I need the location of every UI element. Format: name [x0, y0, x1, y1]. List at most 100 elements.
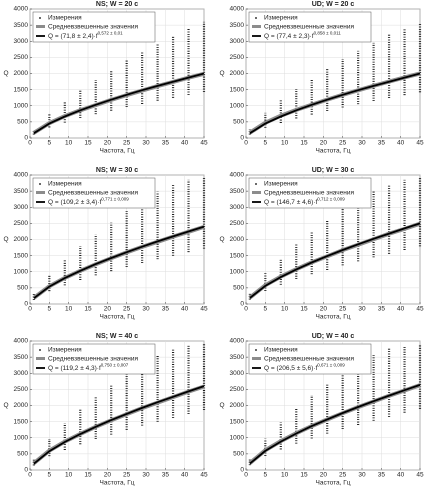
- chart-title: UD; W = 40 c: [312, 333, 355, 340]
- fit-line: [249, 222, 421, 299]
- x-tick-label: 25: [123, 140, 131, 147]
- legend-label-exponent: 0,771 ± 0,009: [101, 197, 129, 202]
- x-tick-label: 15: [300, 472, 308, 479]
- y-axis-label: Q: [219, 236, 224, 243]
- legend-box: [32, 177, 156, 209]
- legend-label: Измерения: [264, 181, 298, 188]
- x-tick-label: 40: [397, 140, 405, 147]
- y-tick-label: 2500: [14, 54, 29, 61]
- panel: 0 5 10 15 20 25 30 35 40 45 0 500 1000 1500 2000 2500 30…: [3, 333, 208, 487]
- x-tick-label: 15: [84, 472, 92, 479]
- x-tick-label: 45: [200, 140, 208, 147]
- x-tick-label: 10: [281, 140, 289, 147]
- y-tick-label: 3500: [14, 188, 29, 195]
- legend-marker: [252, 357, 261, 360]
- fit-line: [33, 225, 205, 299]
- x-tick-label: 0: [244, 140, 248, 147]
- x-tick-label: 35: [162, 140, 170, 147]
- x-tick-label: 30: [358, 140, 366, 147]
- x-tick-label: 35: [162, 306, 170, 313]
- legend-label-exponent: 0,671 ± 0,009: [317, 363, 345, 368]
- legend-label: Q = (71,8 ± 2,4)·f0,572 ± 0,01: [48, 31, 123, 40]
- y-axis-label: Q: [219, 402, 224, 409]
- y-axis-label: Q: [219, 70, 224, 77]
- y-tick-label: 2000: [14, 236, 29, 243]
- legend-label: Q = (146,7 ± 4,6)·f0,712 ± 0,009: [264, 197, 345, 206]
- y-tick-label: 4000: [14, 6, 29, 13]
- fit-line: [33, 385, 205, 465]
- legend-box: [32, 11, 156, 43]
- y-tick-label: 1500: [230, 418, 245, 425]
- x-tick-label: 15: [300, 306, 308, 313]
- legend-box: [248, 343, 372, 375]
- y-tick-label: 4000: [14, 338, 29, 345]
- x-tick-label: 45: [416, 140, 424, 147]
- legend-label-main: Q = (71,8 ± 2,4)·f: [48, 33, 98, 40]
- x-tick-label: 15: [300, 140, 308, 147]
- legend-label: Средневзвешенные значения: [48, 24, 138, 31]
- x-tick-label: 45: [416, 472, 424, 479]
- x-tick-label: 25: [123, 306, 131, 313]
- legend-label: Q = (77,4 ± 2,3)·f0,858 ± 0,011: [264, 31, 341, 40]
- x-tick-label: 5: [264, 306, 268, 313]
- panel: 0 5 10 15 20 25 30 35 40 45 0 500 1000 1500 2000 2500 30…: [219, 167, 424, 321]
- legend-marker: [252, 191, 261, 194]
- y-tick-label: 1500: [230, 86, 245, 93]
- x-tick-label: 10: [65, 472, 73, 479]
- x-tick-label: 10: [65, 306, 73, 313]
- x-axis-label: Частота, Гц: [100, 148, 135, 155]
- y-tick-label: 500: [17, 285, 28, 292]
- x-tick-label: 5: [264, 472, 268, 479]
- y-tick-label: 0: [240, 301, 244, 308]
- x-tick-label: 40: [181, 306, 189, 313]
- x-tick-label: 10: [281, 306, 289, 313]
- chart-title: NS; W = 20 c: [96, 1, 138, 8]
- x-tick-label: 30: [142, 306, 150, 313]
- y-tick-label: 0: [24, 467, 28, 474]
- x-tick-label: 15: [84, 306, 92, 313]
- legend-label: Измерения: [48, 15, 82, 22]
- x-tick-label: 40: [397, 306, 405, 313]
- x-tick-label: 20: [320, 306, 328, 313]
- legend-label-main: Q = (146,7 ± 4,6)·f: [264, 199, 317, 206]
- x-tick-label: 35: [378, 140, 386, 147]
- x-tick-label: 15: [84, 140, 92, 147]
- y-tick-label: 3500: [14, 22, 29, 29]
- x-tick-label: 40: [397, 472, 405, 479]
- y-tick-label: 4000: [230, 172, 245, 179]
- y-tick-label: 1500: [230, 252, 245, 259]
- y-tick-label: 3000: [230, 204, 245, 211]
- legend-label-main: Q = (206,5 ± 5,6)·f: [264, 365, 317, 372]
- x-tick-label: 35: [378, 472, 386, 479]
- panel: 0 5 10 15 20 25 30 35 40 45 0 500 1000 1500 2000 2500 30…: [3, 1, 208, 155]
- x-tick-label: 0: [28, 472, 32, 479]
- panel: 0 5 10 15 20 25 30 35 40 45 0 500 1000 1500 2000 2500 30…: [3, 167, 208, 321]
- legend-marker: [36, 357, 45, 360]
- fit-line: [33, 72, 205, 134]
- chart-title: NS; W = 40 c: [96, 333, 138, 340]
- y-tick-label: 3500: [230, 188, 245, 195]
- legend-marker: [252, 25, 261, 28]
- y-axis-label: Q: [3, 236, 8, 243]
- fit-line: [249, 384, 421, 465]
- y-tick-label: 1000: [14, 102, 29, 109]
- x-tick-label: 25: [339, 140, 347, 147]
- x-tick-label: 0: [244, 472, 248, 479]
- y-tick-label: 1000: [230, 268, 245, 275]
- y-tick-label: 3500: [14, 354, 29, 361]
- x-tick-label: 45: [200, 306, 208, 313]
- legend-marker: [36, 25, 45, 28]
- y-tick-label: 500: [17, 119, 28, 126]
- y-tick-label: 4000: [230, 6, 245, 13]
- x-axis-label: Частота, Гц: [316, 314, 351, 321]
- x-tick-label: 10: [281, 472, 289, 479]
- legend-label-main: Q = (119,2 ± 4,3)·f: [48, 365, 101, 372]
- y-tick-label: 2000: [14, 402, 29, 409]
- y-tick-label: 0: [240, 135, 244, 142]
- y-tick-label: 2000: [230, 236, 245, 243]
- y-tick-label: 2000: [230, 402, 245, 409]
